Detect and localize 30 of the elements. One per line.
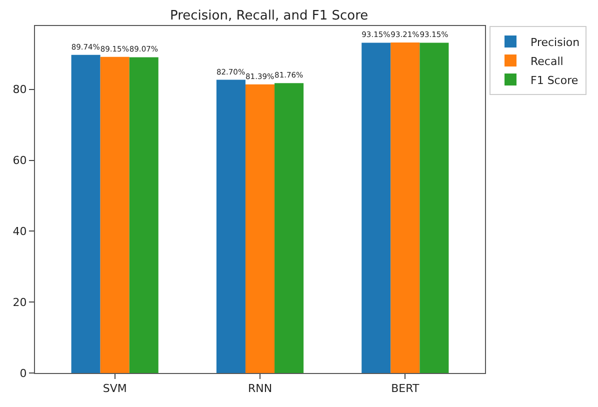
- bar: [216, 80, 246, 373]
- legend-label: Precision: [530, 36, 580, 49]
- bar: [362, 42, 391, 373]
- bar: [245, 84, 275, 373]
- bar: [100, 56, 130, 373]
- data-label: 82.70%: [216, 67, 246, 76]
- x-tick-label: BERT: [391, 382, 420, 396]
- data-label: 89.07%: [129, 44, 158, 54]
- y-tick-label: 60: [12, 154, 27, 168]
- x-tick-label: SVM: [102, 382, 127, 396]
- data-label: 81.76%: [274, 70, 304, 80]
- data-label: 81.39%: [246, 72, 274, 81]
- y-tick-label: 80: [12, 83, 27, 96]
- data-label: 93.21%: [390, 30, 420, 40]
- bar: [129, 57, 158, 373]
- bar: [420, 42, 449, 373]
- data-label: 89.74%: [71, 42, 100, 52]
- chart-title: Precision, Recall, and F1 Score: [170, 8, 368, 24]
- y-tick-label: 0: [20, 366, 27, 380]
- bar: [274, 83, 304, 373]
- data-label: 89.15%: [100, 44, 129, 54]
- y-tick-label: 40: [12, 225, 27, 238]
- bar: [71, 54, 100, 373]
- legend-label: Recall: [530, 54, 564, 68]
- data-label: 93.15%: [420, 30, 448, 40]
- x-tick-label: RNN: [248, 382, 272, 396]
- legend-label: F1 Score: [530, 74, 578, 87]
- y-tick-label: 20: [12, 296, 27, 309]
- bar: [390, 42, 420, 373]
- data-label: 93.15%: [362, 30, 390, 40]
